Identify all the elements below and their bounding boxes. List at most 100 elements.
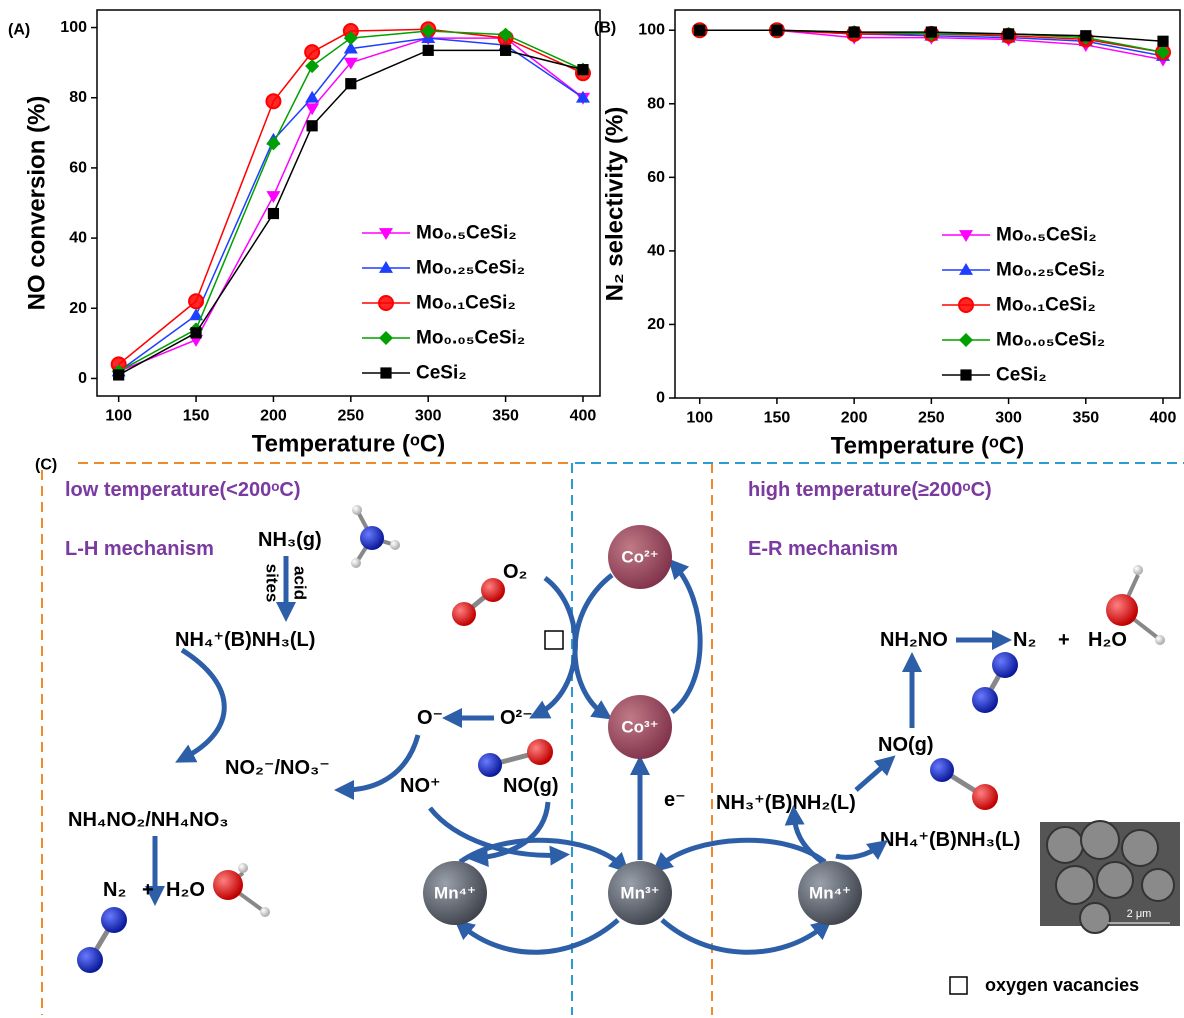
species: NH₃⁺(B)NH₂(L) bbox=[716, 792, 856, 814]
ion-label: Co²⁺ bbox=[621, 548, 658, 567]
legend-text: oxygen vacancies bbox=[985, 975, 1139, 995]
panel-label: (C) bbox=[35, 457, 57, 474]
legend-label: Mo₀.₅CeSi₂ bbox=[416, 223, 517, 244]
marker bbox=[266, 136, 280, 150]
figure: (C) low temperature(<200ᵒC) L-H mechanis… bbox=[0, 0, 1184, 1018]
x-axis-title: Temperature (ᵒC) bbox=[252, 431, 445, 458]
x-tick-label: 300 bbox=[415, 408, 442, 425]
marker bbox=[771, 25, 782, 36]
legend-marker bbox=[379, 228, 393, 240]
x-tick-label: 300 bbox=[995, 410, 1022, 427]
legend-marker bbox=[379, 261, 393, 273]
species: NO(g) bbox=[878, 734, 934, 756]
ion-label: Mn³⁺ bbox=[620, 884, 659, 903]
species: NO(g) bbox=[503, 775, 559, 797]
marker bbox=[345, 78, 356, 89]
species: O₂ bbox=[503, 561, 527, 583]
panel-label: (B) bbox=[594, 20, 616, 37]
legend-marker bbox=[960, 369, 971, 380]
x-tick-label: 350 bbox=[492, 408, 519, 425]
legend-label: CeSi₂ bbox=[416, 363, 467, 384]
legend-label: Mo₀.₂₅CeSi₂ bbox=[416, 258, 525, 279]
species: O⁻ bbox=[417, 707, 443, 729]
arrow bbox=[575, 575, 612, 714]
legend-marker bbox=[379, 331, 393, 345]
x-tick-label: 150 bbox=[183, 408, 210, 425]
marker bbox=[266, 94, 280, 108]
x-tick-label: 200 bbox=[841, 410, 868, 427]
y-tick-label: 100 bbox=[60, 19, 87, 36]
x-tick-label: 400 bbox=[1150, 410, 1177, 427]
species: NH₄⁺(B)NH₃(L) bbox=[175, 629, 315, 651]
legend-label: Mo₀.₀₅CeSi₂ bbox=[416, 328, 525, 349]
marker bbox=[305, 45, 319, 59]
species: H₂O bbox=[166, 879, 205, 901]
vacancy-square bbox=[950, 977, 967, 994]
x-tick-label: 350 bbox=[1072, 410, 1099, 427]
arrow bbox=[182, 650, 224, 758]
x-tick-label: 100 bbox=[686, 410, 713, 427]
x-tick-label: 150 bbox=[764, 410, 791, 427]
marker bbox=[307, 120, 318, 131]
legend-marker bbox=[959, 263, 973, 275]
x-tick-label: 200 bbox=[260, 408, 287, 425]
panel-label: (A) bbox=[8, 22, 30, 39]
arrow-label: sites bbox=[263, 564, 282, 603]
region-title: low temperature(<200ᵒC) bbox=[65, 479, 301, 501]
marker bbox=[423, 45, 434, 56]
y-tick-label: 20 bbox=[647, 316, 665, 333]
marker bbox=[1003, 28, 1014, 39]
species: N₂ bbox=[103, 879, 126, 901]
ion-label: Co³⁺ bbox=[621, 718, 658, 737]
region-title: high temperature(≥200ᵒC) bbox=[748, 479, 992, 501]
species: NO₂⁻/NO₃⁻ bbox=[225, 757, 330, 779]
electron: e⁻ bbox=[664, 789, 686, 811]
arrow bbox=[836, 846, 880, 857]
x-tick-label: 250 bbox=[918, 410, 945, 427]
species: NH₃(g) bbox=[258, 529, 322, 551]
scale-label: 2 μm bbox=[1127, 908, 1152, 920]
arrow bbox=[662, 920, 824, 952]
species: O²⁻ bbox=[500, 707, 533, 729]
marker bbox=[576, 91, 590, 103]
legend-label: Mo₀.₀₅CeSi₂ bbox=[996, 330, 1105, 351]
species: H₂O bbox=[1088, 629, 1127, 651]
y-tick-label: 60 bbox=[69, 159, 87, 176]
arrow-label: acid bbox=[291, 566, 310, 600]
mechanism-label: E-R mechanism bbox=[748, 538, 898, 560]
arrow bbox=[462, 920, 618, 952]
marker bbox=[189, 294, 203, 308]
marker bbox=[268, 208, 279, 219]
species: NO⁺ bbox=[400, 775, 441, 797]
legend-label: Mo₀.₂₅CeSi₂ bbox=[996, 260, 1105, 281]
x-axis-title: Temperature (ᵒC) bbox=[831, 433, 1024, 460]
marker bbox=[190, 327, 201, 338]
legend-label: Mo₀.₅CeSi₂ bbox=[996, 225, 1097, 246]
species: NH₄NO₂/NH₄NO₃ bbox=[68, 809, 229, 831]
y-tick-label: 40 bbox=[69, 230, 87, 247]
marker bbox=[1157, 36, 1168, 47]
marker bbox=[305, 103, 319, 115]
plus: + bbox=[1058, 629, 1070, 651]
legend-marker bbox=[959, 333, 973, 347]
series-line bbox=[119, 50, 583, 375]
plus: + bbox=[142, 879, 154, 901]
marker bbox=[113, 369, 124, 380]
y-tick-label: 80 bbox=[647, 95, 665, 112]
mechanism-diagram: (C) low temperature(<200ᵒC) L-H mechanis… bbox=[35, 457, 1184, 1016]
legend-label: Mo₀.₁CeSi₂ bbox=[416, 293, 516, 314]
species: NH₂NO bbox=[880, 629, 948, 651]
arrow bbox=[672, 566, 700, 712]
x-tick-label: 400 bbox=[570, 408, 597, 425]
marker bbox=[1080, 30, 1091, 41]
x-tick-label: 100 bbox=[105, 408, 132, 425]
y-tick-label: 40 bbox=[647, 242, 665, 259]
marker bbox=[500, 45, 511, 56]
arrow bbox=[856, 762, 888, 790]
marker bbox=[577, 64, 588, 75]
y-tick-label: 60 bbox=[647, 169, 665, 186]
y-tick-label: 20 bbox=[69, 300, 87, 317]
marker bbox=[849, 26, 860, 37]
vacancy-square bbox=[545, 631, 563, 649]
y-axis-title: N₂ selectivity (%) bbox=[602, 107, 629, 302]
